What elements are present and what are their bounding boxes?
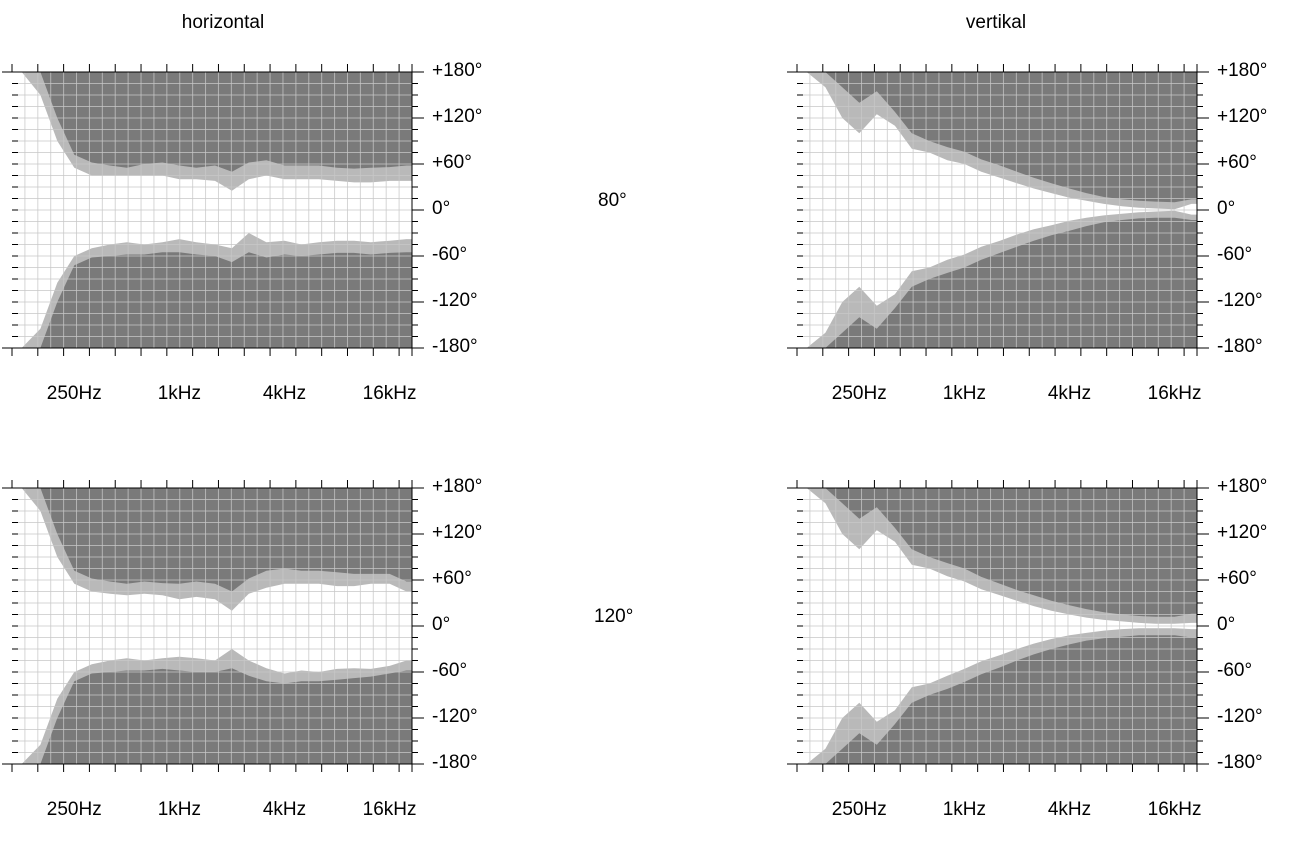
y-tick-label: -60° — [1217, 660, 1253, 681]
column-title-horizontal: horizontal — [181, 12, 265, 33]
y-tick-label: -120° — [1217, 706, 1263, 727]
y-tick-label: +60° — [1217, 568, 1257, 589]
y-tick-label: -180° — [1217, 336, 1263, 357]
y-tick-label: +180° — [432, 476, 483, 497]
y-tick-label: -120° — [432, 706, 478, 727]
y-tick-label: -180° — [432, 336, 478, 357]
row-label-80: 80° — [598, 190, 627, 211]
x-tick-label: 1kHz — [942, 799, 987, 820]
chart-svg — [2, 64, 424, 356]
y-tick-label: -60° — [1217, 244, 1253, 265]
chart-svg — [787, 480, 1209, 772]
upper-dark-area — [12, 488, 412, 592]
y-tick-label: +60° — [1217, 152, 1257, 173]
x-tick-label: 4kHz — [262, 383, 307, 404]
y-tick-label: +120° — [432, 106, 483, 127]
x-tick-label: 4kHz — [1047, 383, 1092, 404]
x-tick-label: 1kHz — [942, 383, 987, 404]
y-tick-label: 0° — [432, 614, 451, 635]
x-tick-label: 16kHz — [362, 799, 417, 820]
chart-svg — [787, 64, 1209, 356]
x-tick-label: 250Hz — [46, 383, 102, 404]
y-tick-label: +180° — [1217, 60, 1268, 81]
y-tick-label: 0° — [1217, 614, 1236, 635]
x-tick-label: 4kHz — [1047, 799, 1092, 820]
polar-map-vertikal-120: +180° +120° +60° 0° -60° -120° -180° 250Hz 1kHz 4… — [785, 476, 1304, 866]
lower-dark-area — [797, 635, 1197, 764]
x-tick-label: 250Hz — [831, 383, 887, 404]
upper-dark-area — [797, 72, 1197, 203]
x-tick-label: 16kHz — [362, 383, 417, 404]
x-tick-label: 4kHz — [262, 799, 307, 820]
row-label-120: 120° — [594, 606, 634, 627]
y-tick-label: +60° — [432, 152, 472, 173]
polar-map-horizontal-120: +180° +120° +60° 0° -60° -120° -180° 250Hz 1kHz 4… — [0, 476, 540, 866]
lower-dark-area — [12, 668, 412, 764]
upper-dark-area — [12, 72, 412, 172]
y-tick-label: +180° — [1217, 476, 1268, 497]
y-tick-label: -60° — [432, 244, 468, 265]
y-tick-label: -120° — [432, 290, 478, 311]
x-tick-label: 1kHz — [157, 799, 202, 820]
y-tick-label: +120° — [1217, 522, 1268, 543]
lower-dark-area — [12, 252, 412, 348]
x-tick-label: 250Hz — [831, 799, 887, 820]
y-tick-label: 0° — [1217, 198, 1236, 219]
x-tick-label: 1kHz — [157, 383, 202, 404]
x-tick-label: 16kHz — [1147, 799, 1202, 820]
y-tick-label: 0° — [432, 198, 451, 219]
polar-map-horizontal-80: +180° +120° +60° 0° -60° -120° -180° 250Hz 1kHz 4… — [0, 60, 540, 450]
lower-dark-area — [797, 217, 1197, 348]
x-tick-label: 16kHz — [1147, 383, 1202, 404]
column-title-vertikal: vertikal — [965, 12, 1027, 33]
y-tick-label: -60° — [432, 660, 468, 681]
y-tick-label: -120° — [1217, 290, 1263, 311]
x-tick-label: 250Hz — [46, 799, 102, 820]
y-tick-label: -180° — [432, 752, 478, 773]
y-tick-label: +180° — [432, 60, 483, 81]
chart-svg — [2, 480, 424, 772]
polar-map-vertikal-80: +180° +120° +60° 0° -60° -120° -180° 250Hz 1kHz 4… — [785, 60, 1304, 450]
upper-dark-area — [797, 488, 1197, 617]
y-tick-label: +120° — [1217, 106, 1268, 127]
y-tick-label: +120° — [432, 522, 483, 543]
y-tick-label: +60° — [432, 568, 472, 589]
y-tick-label: -180° — [1217, 752, 1263, 773]
